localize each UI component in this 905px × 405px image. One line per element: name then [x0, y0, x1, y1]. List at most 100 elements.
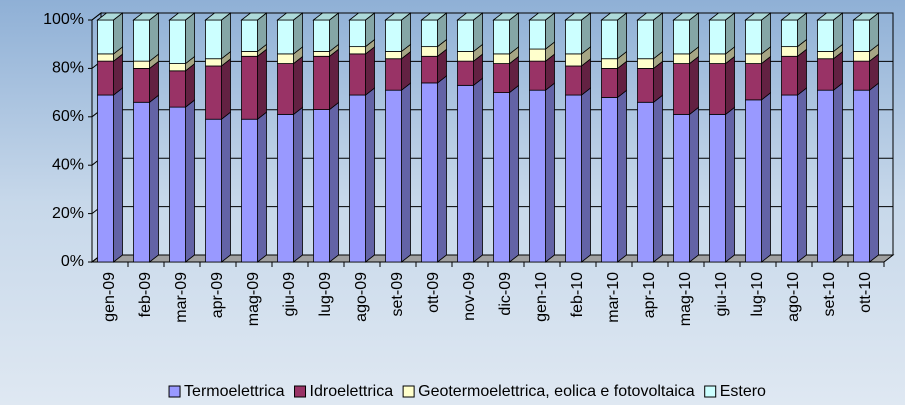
bar-side: [257, 111, 267, 263]
bar: [709, 113, 726, 263]
bar: [457, 84, 474, 263]
bar-side: [185, 12, 195, 65]
bar: [745, 53, 762, 64]
bar-side: [653, 12, 663, 60]
bar: [529, 19, 546, 50]
bar-side: [401, 82, 411, 263]
x-tick-label: mag-10: [677, 272, 694, 326]
bar-top: [708, 12, 736, 21]
bar: [637, 58, 654, 69]
bar: [493, 63, 510, 94]
bar-side: [149, 12, 159, 62]
bar: [313, 109, 330, 263]
bar-side: [185, 63, 195, 108]
bar-top: [852, 12, 880, 21]
bar: [385, 19, 402, 52]
y-tick-label: 0%: [61, 253, 84, 270]
bar: [241, 55, 258, 120]
bar-side: [617, 89, 627, 263]
bar: [817, 19, 834, 52]
x-tick-label: giu-09: [281, 272, 298, 317]
bar: [385, 89, 402, 263]
bar: [133, 19, 150, 62]
x-tick-label: set-10: [821, 272, 838, 317]
legend-swatch: [402, 385, 415, 398]
bar: [349, 94, 366, 263]
legend-swatch: [294, 385, 307, 398]
x-tick-label: apr-10: [641, 272, 658, 318]
bar-top: [636, 12, 664, 21]
bar: [421, 55, 438, 84]
bar: [673, 19, 690, 55]
bar-side: [581, 87, 591, 263]
bar-side: [221, 111, 231, 263]
bar: [241, 51, 258, 57]
bar-side: [869, 82, 879, 263]
bar: [601, 19, 618, 60]
bar-side: [617, 12, 627, 60]
bar: [457, 60, 474, 86]
bar: [673, 53, 690, 64]
bar-top: [672, 12, 700, 21]
bar: [97, 53, 114, 62]
bar: [313, 19, 330, 52]
x-tick-label: mar-09: [173, 272, 190, 323]
bar: [673, 63, 690, 115]
bar: [277, 19, 294, 55]
bar-side: [365, 46, 375, 96]
bar-side: [329, 48, 339, 111]
bar: [205, 19, 222, 60]
bar-top: [384, 12, 412, 21]
bar-side: [221, 12, 231, 60]
bar: [97, 94, 114, 263]
bar: [97, 60, 114, 96]
bar-top: [276, 12, 304, 21]
bar: [241, 19, 258, 52]
bar-top: [492, 12, 520, 21]
bar: [637, 19, 654, 60]
bar-side: [833, 82, 843, 263]
bar: [601, 68, 618, 98]
bar: [529, 89, 546, 263]
bar-side: [473, 77, 483, 263]
bar-side: [689, 55, 699, 116]
bar: [457, 51, 474, 62]
bar: [529, 48, 546, 62]
bar: [601, 97, 618, 263]
bar: [781, 46, 798, 57]
x-tick-label: mar-10: [605, 272, 622, 323]
bar: [565, 19, 582, 55]
bar-top: [420, 12, 448, 21]
bar: [781, 94, 798, 263]
bar: [385, 58, 402, 91]
x-tick-label: ago-09: [353, 272, 370, 322]
x-tick-label: feb-10: [569, 272, 586, 317]
y-tick-label: 60%: [52, 108, 84, 125]
bar: [133, 60, 150, 69]
bar: [169, 106, 186, 263]
bar: [565, 94, 582, 263]
y-tick-label: 40%: [52, 156, 84, 173]
bar: [493, 92, 510, 263]
bar: [601, 58, 618, 69]
bar: [817, 51, 834, 60]
bar-top: [132, 12, 160, 21]
bar-top: [600, 12, 628, 21]
bar: [745, 99, 762, 263]
y-tick-label: 20%: [52, 205, 84, 222]
bar: [277, 113, 294, 263]
bar-top: [312, 12, 340, 21]
bar: [421, 82, 438, 263]
bar-side: [653, 94, 663, 263]
x-tick-label: feb-09: [137, 272, 154, 317]
bar-side: [761, 55, 771, 101]
bar: [349, 19, 366, 48]
bar-top: [348, 12, 376, 21]
x-tick-label: ott-10: [857, 272, 874, 313]
x-tick-label: giu-10: [713, 272, 730, 317]
bar-top: [816, 12, 844, 21]
bar: [853, 60, 870, 91]
x-tick-label: gen-10: [533, 272, 550, 322]
